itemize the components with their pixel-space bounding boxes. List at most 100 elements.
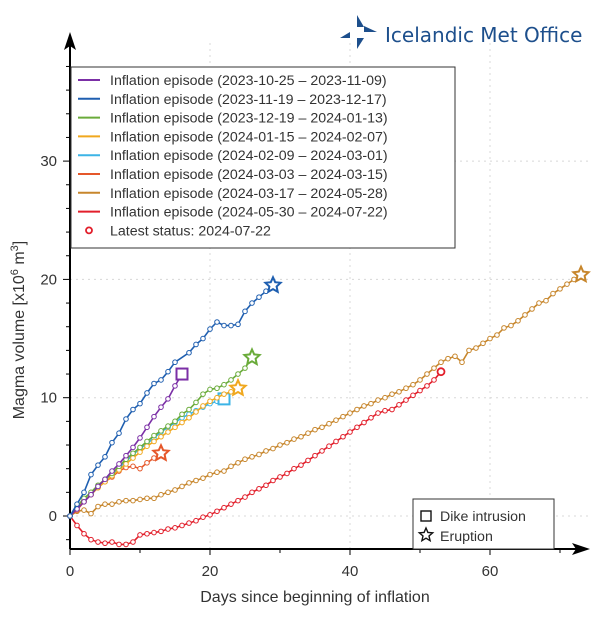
data-point <box>543 297 549 304</box>
data-point <box>550 290 556 297</box>
data-point <box>298 462 304 468</box>
data-point <box>130 444 136 451</box>
x-tick-label: 40 <box>342 563 359 580</box>
data-point <box>137 465 143 472</box>
series-line <box>69 373 183 517</box>
data-point <box>186 520 192 526</box>
data-point <box>144 438 150 445</box>
data-point <box>382 394 388 401</box>
data-point <box>130 497 136 504</box>
data-point <box>214 394 220 401</box>
data-point <box>172 424 178 431</box>
data-point <box>95 503 101 510</box>
logo-text: Icelandic Met Office <box>385 23 582 47</box>
data-point <box>564 281 570 287</box>
data-point <box>221 504 227 511</box>
eruption-star-marker <box>151 442 171 462</box>
data-point <box>81 499 87 505</box>
data-point <box>410 392 416 399</box>
data-point <box>123 416 129 422</box>
data-point <box>172 383 178 389</box>
data-point <box>431 377 437 383</box>
data-point <box>361 419 367 426</box>
data-point <box>88 471 94 478</box>
data-point <box>144 390 150 396</box>
data-point <box>333 438 339 445</box>
data-point <box>291 465 297 472</box>
data-point <box>123 461 129 467</box>
data-point <box>123 452 129 459</box>
data-point <box>151 413 157 420</box>
legend-box <box>70 66 456 249</box>
y-axis-label: Magma volume [x106 m3] <box>9 241 28 420</box>
data-point <box>151 529 157 536</box>
data-point <box>172 525 178 531</box>
data-point <box>172 487 178 493</box>
data-point <box>109 539 115 545</box>
data-point <box>81 530 87 537</box>
data-point <box>144 459 150 466</box>
eruption-star-marker <box>263 274 283 294</box>
data-point <box>319 424 325 431</box>
data-point <box>221 391 227 397</box>
data-point <box>263 482 269 489</box>
star-icon <box>417 526 435 543</box>
series-line <box>69 284 274 517</box>
data-point <box>214 319 220 325</box>
data-point <box>137 400 143 407</box>
marker-legend-label: Dike intrusion <box>440 509 526 525</box>
data-point <box>312 452 318 459</box>
data-point <box>186 349 192 356</box>
data-point <box>137 444 143 451</box>
legend-label: Inflation episode (2024-01-15 – 2024-02-… <box>110 129 388 145</box>
data-point <box>438 359 444 366</box>
y-tick-label: 30 <box>40 153 57 170</box>
y-tick-label: 20 <box>40 271 57 288</box>
data-point <box>487 335 493 342</box>
data-point <box>207 398 213 405</box>
data-point <box>116 499 122 505</box>
legend-label: Inflation episode (2024-03-17 – 2024-05-… <box>110 186 388 202</box>
data-point <box>375 397 381 403</box>
data-point <box>214 508 220 515</box>
data-point <box>179 419 185 426</box>
y-axis-label-part: Magma volume [x10 <box>11 275 28 419</box>
data-point <box>228 322 234 329</box>
data-point <box>172 418 178 425</box>
data-point <box>361 403 367 409</box>
x-axis-label: Days since beginning of inflation <box>200 589 429 606</box>
data-point <box>67 513 73 519</box>
data-point <box>291 436 297 442</box>
data-point <box>235 497 241 504</box>
data-point <box>137 449 143 455</box>
data-point <box>193 399 199 406</box>
data-point <box>102 476 108 483</box>
eruption-star-marker <box>228 377 248 397</box>
legend-label: Inflation episode (2024-03-03 – 2024-03-… <box>110 167 388 183</box>
data-point <box>410 381 416 388</box>
y-axis-label-part: ] <box>11 241 28 245</box>
series-8 <box>67 367 446 548</box>
data-point <box>102 454 108 460</box>
data-point <box>130 406 136 413</box>
data-point <box>333 417 339 423</box>
data-point <box>249 489 255 496</box>
data-point <box>109 439 115 446</box>
data-point <box>116 430 122 436</box>
data-point <box>242 308 248 315</box>
data-point <box>417 387 423 394</box>
data-point <box>354 406 360 413</box>
data-point <box>368 400 374 407</box>
data-point <box>165 489 171 496</box>
data-point <box>151 432 157 439</box>
data-point <box>116 541 122 548</box>
data-point <box>74 522 80 529</box>
data-point <box>347 429 353 435</box>
data-point <box>214 385 220 392</box>
x-axis-arrow-icon <box>572 543 590 555</box>
data-point <box>193 477 199 484</box>
data-point <box>354 424 360 431</box>
data-point <box>235 321 241 328</box>
y-axis-label-part: 3 <box>9 245 21 251</box>
data-point <box>298 433 304 440</box>
